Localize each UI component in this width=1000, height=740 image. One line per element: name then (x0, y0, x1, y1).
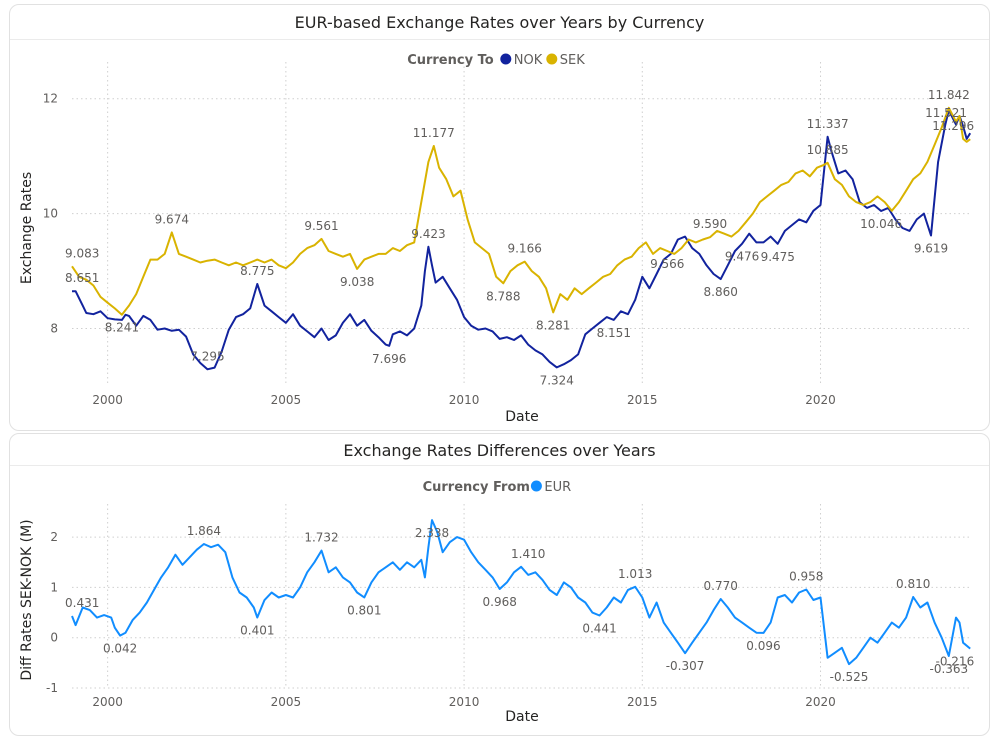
data-label: 1.864 (187, 524, 221, 538)
legend-marker-nok (500, 53, 512, 65)
legend-title: Currency From (423, 480, 530, 495)
legend: Currency From EUR (423, 480, 572, 495)
data-label: 9.423 (411, 227, 445, 241)
x-tick-label: 2000 (92, 393, 123, 407)
chart-1: 8 10 12 2000 2005 2010 2015 2020 Date Exchange Ra… (19, 53, 974, 425)
data-label: 0.770 (704, 579, 738, 593)
y-axis-title: Diff Rates SEK-NOK (M) (19, 519, 35, 680)
data-label: 7.295 (190, 349, 224, 363)
data-label: 9.674 (155, 212, 189, 226)
y-tick-label: 10 (43, 207, 58, 221)
data-label: 9.561 (304, 219, 338, 233)
data-label: 1.410 (511, 547, 545, 561)
data-label: 0.042 (103, 642, 137, 656)
series-line-nok (72, 109, 972, 371)
legend: Currency To NOK SEK (407, 53, 585, 68)
data-label: -0.363 (929, 662, 968, 676)
data-label: 9.619 (914, 242, 948, 256)
data-label: 2.338 (415, 526, 449, 540)
data-label: 0.968 (483, 595, 517, 609)
top-chart-title: EUR-based Exchange Rates over Years by C… (294, 13, 705, 32)
data-label: -0.307 (666, 659, 705, 673)
data-label: 8.788 (486, 289, 520, 303)
x-tick-label: 2010 (449, 695, 480, 709)
x-tick-label: 2000 (92, 695, 123, 709)
data-label: -0.525 (830, 670, 869, 684)
bottom-title-divider (10, 465, 989, 466)
data-label: 8.241 (105, 321, 139, 335)
data-label: 8.775 (240, 264, 274, 278)
data-label: 1.013 (618, 567, 652, 581)
y-tick-label: 8 (50, 322, 58, 336)
data-label: 9.083 (65, 246, 99, 260)
data-label: -0.216 (936, 655, 975, 669)
data-label: 7.324 (540, 373, 574, 387)
data-label: 1.732 (304, 531, 338, 545)
y-tick-label: 12 (43, 92, 58, 106)
data-label: 9.475 (761, 250, 795, 264)
top-title-divider (10, 39, 989, 40)
bottom-chart-card: Exchange Rates Differences over Years (9, 433, 990, 736)
data-label: 0.431 (65, 596, 99, 610)
legend-label-sek: SEK (560, 53, 585, 68)
data-label: 8.651 (65, 271, 99, 285)
x-axis-title: Date (505, 409, 538, 425)
x-tick-label: 2015 (627, 393, 658, 407)
y-tick-label: 1 (50, 580, 58, 594)
legend-label-eur: EUR (544, 480, 571, 495)
data-label: 8.151 (597, 326, 631, 340)
data-label: 10.046 (860, 217, 902, 231)
legend-marker-eur (530, 480, 542, 492)
data-label: 9.476 (725, 250, 759, 264)
x-tick-label: 2020 (805, 393, 836, 407)
series-line-sek (71, 106, 971, 316)
y-tick-label: 0 (50, 631, 58, 645)
data-label: 0.096 (746, 639, 780, 653)
series-line-eur (71, 519, 971, 666)
bottom-chart-title: Exchange Rates Differences over Years (343, 441, 656, 460)
data-label: 11.296 (932, 119, 974, 133)
legend-label-nok: NOK (514, 53, 543, 68)
data-label: 9.166 (507, 242, 541, 256)
x-tick-label: 2020 (805, 695, 836, 709)
top-chart-card: EUR-based Exchange Rates over Years by C… (9, 4, 990, 431)
data-label: 9.038 (340, 275, 374, 289)
data-label: 8.281 (536, 318, 570, 332)
data-label: 11.337 (807, 117, 849, 131)
data-label: 0.401 (240, 624, 274, 638)
data-label: 0.801 (347, 603, 381, 617)
legend-marker-sek (546, 53, 558, 65)
data-label: 9.566 (650, 257, 684, 271)
data-label: 11.177 (413, 126, 455, 140)
data-label: 0.958 (789, 570, 823, 584)
chart-2: -1 0 1 2 2000 2005 2010 2015 2020 Date Diff Rates … (19, 480, 974, 725)
x-axis-title: Date (505, 709, 538, 725)
y-tick-label: -1 (46, 681, 58, 695)
x-tick-label: 2010 (449, 393, 480, 407)
data-label: 11.521 (925, 106, 967, 120)
data-label: 8.860 (704, 285, 738, 299)
data-label: 0.810 (896, 577, 930, 591)
legend-title: Currency To (407, 53, 494, 68)
data-label: 11.842 (928, 88, 970, 102)
x-tick-label: 2005 (271, 393, 302, 407)
data-label: 10.885 (807, 143, 849, 157)
x-tick-label: 2005 (271, 695, 302, 709)
data-label: 9.590 (693, 217, 727, 231)
data-label: 0.441 (582, 622, 616, 636)
y-axis-title: Exchange Rates (19, 172, 35, 284)
data-label: 7.696 (372, 352, 406, 366)
x-tick-label: 2015 (627, 695, 658, 709)
y-tick-label: 2 (50, 530, 58, 544)
